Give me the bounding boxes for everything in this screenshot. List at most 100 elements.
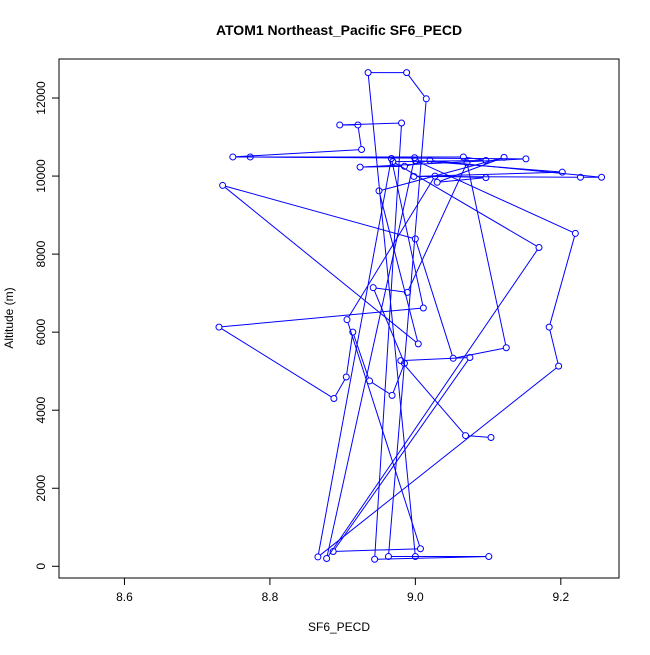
data-point: [502, 344, 510, 352]
series-line-segment: [346, 335, 353, 375]
data-point: [500, 153, 508, 161]
y-axis: 0 2000 4000 6000 8000 10000 12000: [34, 81, 59, 570]
data-point: [482, 174, 490, 182]
series-line-segment: [392, 365, 404, 393]
series-line-segment: [221, 307, 421, 328]
data-point: [558, 168, 566, 176]
data-point: [387, 155, 395, 163]
series-line-segment: [416, 171, 560, 177]
series-line-segment: [408, 74, 425, 97]
series-line-segment: [334, 379, 346, 397]
y-tick-label: 4000: [34, 397, 48, 424]
data-point: [356, 163, 364, 171]
data-point: [349, 328, 357, 336]
data-point: [571, 229, 579, 237]
data-point: [459, 153, 467, 161]
series-line-segment: [439, 157, 502, 182]
data-series: [215, 69, 606, 563]
y-tick-label: 0: [34, 563, 48, 570]
series-line-segment: [327, 249, 538, 557]
data-point: [598, 173, 606, 181]
data-point: [535, 243, 543, 251]
series-line-segment: [326, 160, 415, 556]
data-point: [466, 354, 474, 362]
y-tick-label: 2000: [34, 475, 48, 502]
series-line-segment: [377, 556, 486, 560]
data-point: [463, 159, 471, 167]
series-line-segment: [376, 287, 405, 293]
series-line-segment: [408, 165, 467, 290]
series-line-segment: [367, 75, 416, 554]
series-line-segment: [440, 177, 483, 183]
data-point: [398, 119, 406, 127]
series-line-segment: [456, 347, 504, 359]
x-tick-label: 8.8: [262, 590, 279, 604]
x-tick-label: 8.6: [116, 590, 133, 604]
x-axis: 8.6 8.8 9.0 9.2: [116, 578, 569, 604]
x-axis-label: SF6_PECD: [308, 620, 370, 634]
data-point: [354, 121, 362, 129]
data-point: [366, 377, 374, 385]
series-line-segment: [336, 548, 418, 552]
data-point: [397, 357, 405, 365]
series-line-segment: [357, 127, 362, 147]
data-point: [342, 373, 350, 381]
data-point: [419, 304, 427, 312]
data-point: [246, 153, 254, 161]
series-line-segment: [379, 193, 419, 342]
series-line-segment: [317, 161, 392, 555]
series-line-segment: [225, 185, 413, 239]
data-point: [323, 554, 331, 562]
y-tick-label: 8000: [34, 240, 48, 267]
series-line-segment: [235, 149, 359, 158]
data-point: [416, 545, 424, 553]
data-point: [343, 316, 351, 324]
series-line-segment: [381, 157, 502, 191]
data-point: [336, 121, 344, 129]
series-line-segment: [437, 175, 483, 179]
series-line-segment: [374, 125, 402, 557]
data-point: [411, 553, 419, 561]
series-line-segment: [468, 435, 489, 438]
data-point: [545, 323, 553, 331]
data-point: [411, 154, 419, 162]
data-point: [482, 156, 490, 164]
data-point: [431, 172, 439, 180]
series-line-segment: [371, 382, 390, 395]
series-line-segment: [402, 362, 464, 434]
series-line-segment: [224, 186, 417, 343]
data-point: [433, 178, 441, 186]
data-point: [229, 153, 237, 161]
data-point: [215, 323, 223, 331]
data-point: [426, 156, 434, 164]
y-axis-label: Altitude (m): [2, 287, 16, 348]
series-line-segment: [549, 329, 559, 364]
data-point: [555, 362, 563, 370]
data-point: [330, 394, 338, 402]
plot-frame: [58, 58, 620, 579]
data-point: [371, 555, 379, 563]
data-point: [329, 547, 337, 555]
data-point: [375, 187, 383, 195]
data-point: [411, 156, 419, 164]
data-point: [403, 288, 411, 296]
series-line-segment: [221, 328, 332, 398]
series-line-segment: [418, 160, 560, 173]
x-tick-label: 9.0: [407, 590, 424, 604]
data-point: [369, 284, 377, 292]
data-point: [449, 354, 457, 362]
data-point: [414, 340, 422, 348]
series-line-segment: [347, 322, 421, 547]
series-line-segment: [549, 236, 576, 325]
y-tick-label: 6000: [34, 318, 48, 345]
series-line-segment: [334, 359, 469, 550]
y-tick-label: 10000: [34, 159, 48, 193]
data-point: [411, 235, 419, 243]
series-line-segment: [348, 178, 434, 318]
chart-title: ATOM1 Northeast_Pacific SF6_PECD: [216, 22, 462, 38]
data-point: [485, 553, 493, 561]
data-point: [403, 69, 411, 77]
